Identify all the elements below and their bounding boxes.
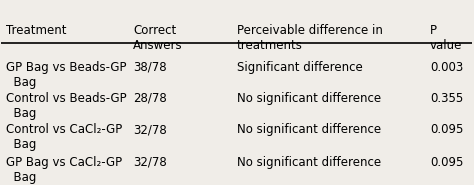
Text: Perceivable difference in
treatments: Perceivable difference in treatments [237, 24, 383, 52]
Text: 38/78: 38/78 [133, 61, 167, 74]
Text: GP Bag vs Beads-GP
  Bag: GP Bag vs Beads-GP Bag [6, 61, 127, 89]
Text: No significant difference: No significant difference [237, 123, 381, 136]
Text: 0.003: 0.003 [430, 61, 463, 74]
Text: 28/78: 28/78 [133, 92, 167, 105]
Text: No significant difference: No significant difference [237, 92, 381, 105]
Text: Control vs Beads-GP
  Bag: Control vs Beads-GP Bag [6, 92, 127, 120]
Text: 32/78: 32/78 [133, 156, 167, 169]
Text: Treatment: Treatment [6, 24, 67, 37]
Text: 32/78: 32/78 [133, 123, 167, 136]
Text: 0.095: 0.095 [430, 156, 463, 169]
Text: Control vs CaCl₂-GP
  Bag: Control vs CaCl₂-GP Bag [6, 123, 122, 151]
Text: No significant difference: No significant difference [237, 156, 381, 169]
Text: GP Bag vs CaCl₂-GP
  Bag: GP Bag vs CaCl₂-GP Bag [6, 156, 122, 184]
Text: P
value: P value [430, 24, 462, 52]
Text: Correct
Answers: Correct Answers [133, 24, 183, 52]
Text: 0.095: 0.095 [430, 123, 463, 136]
Text: 0.355: 0.355 [430, 92, 463, 105]
Text: Significant difference: Significant difference [237, 61, 363, 74]
